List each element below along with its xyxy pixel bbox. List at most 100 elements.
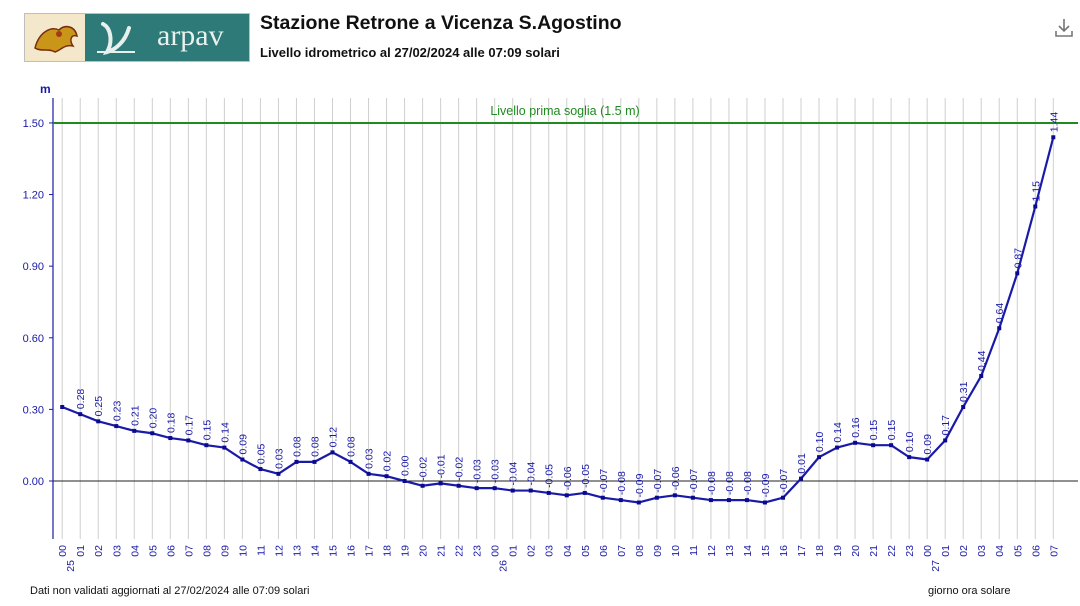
data-label: 1.44 — [1048, 112, 1060, 133]
data-point — [78, 412, 83, 417]
data-label: -0.02 — [454, 457, 466, 481]
x-tick-label: 20 — [850, 545, 862, 557]
data-point — [961, 405, 966, 410]
data-label: -0.07 — [598, 469, 610, 493]
x-tick-label: 20 — [418, 545, 430, 557]
x-tick-label: 15 — [328, 545, 340, 557]
data-point — [420, 483, 425, 488]
data-point — [474, 486, 479, 491]
data-point — [528, 488, 533, 493]
x-tick-label: 02 — [93, 545, 105, 557]
x-tick-label: 01 — [508, 545, 520, 557]
x-tick-label: 14 — [309, 545, 321, 557]
x-tick-label: 03 — [976, 545, 988, 557]
x-tick-label: 05 — [147, 545, 159, 557]
x-day-label: 26 — [498, 560, 510, 572]
x-tick-label: 01 — [75, 545, 87, 557]
x-tick-label: 02 — [958, 545, 970, 557]
data-point — [276, 471, 281, 476]
x-tick-label: 08 — [201, 545, 213, 557]
data-point — [294, 459, 299, 464]
y-tick-label: 1.20 — [23, 190, 44, 202]
data-label: 0.08 — [346, 436, 358, 457]
data-point — [492, 486, 497, 491]
data-label: 0.00 — [400, 455, 412, 476]
data-point — [1051, 135, 1056, 140]
arpav-mark-icon — [85, 14, 147, 61]
data-label: 0.05 — [255, 443, 267, 464]
lion-emblem-icon — [25, 14, 85, 61]
x-tick-label: 23 — [472, 545, 484, 557]
x-tick-label: 06 — [165, 545, 177, 557]
data-label: 0.28 — [75, 389, 87, 410]
data-point — [835, 445, 840, 450]
data-point — [330, 450, 335, 455]
data-point — [943, 438, 948, 443]
x-tick-label: 09 — [219, 545, 231, 557]
x-tick-label: 02 — [526, 545, 538, 557]
x-tick-label: 11 — [255, 545, 267, 556]
x-tick-label: 21 — [868, 545, 880, 557]
data-point — [510, 488, 515, 493]
data-point — [150, 431, 155, 436]
data-label: 0.03 — [364, 448, 376, 469]
data-label: -0.05 — [580, 464, 592, 488]
data-label: -0.03 — [490, 459, 502, 483]
data-label: -0.08 — [616, 471, 628, 495]
data-point — [240, 457, 245, 462]
data-label: 0.25 — [93, 396, 105, 417]
data-note: Dati non validati aggiornati al 27/02/20… — [30, 585, 310, 597]
data-point — [348, 459, 353, 464]
data-label: 0.16 — [850, 417, 862, 438]
x-tick-label: 12 — [273, 545, 285, 557]
data-point — [456, 483, 461, 488]
y-tick-label: 0.90 — [23, 261, 44, 273]
data-point — [258, 467, 263, 472]
data-label: -0.07 — [688, 469, 700, 493]
x-tick-label: 16 — [346, 545, 358, 557]
data-point — [889, 443, 894, 448]
data-label: 0.31 — [958, 381, 970, 402]
y-tick-label: 0.00 — [23, 476, 44, 488]
x-tick-label: 06 — [1030, 545, 1042, 557]
data-point — [871, 443, 876, 448]
logo-wordmark: arpav — [147, 14, 249, 61]
data-point — [402, 479, 407, 483]
download-icon[interactable] — [1052, 16, 1076, 40]
data-label: 0.15 — [201, 420, 213, 441]
data-label: 0.15 — [886, 420, 898, 441]
data-label: -0.09 — [634, 473, 646, 497]
y-tick-label: 1.50 — [23, 118, 44, 130]
data-point — [997, 326, 1002, 331]
data-point — [744, 498, 749, 503]
y-tick-label: 0.60 — [23, 333, 44, 345]
x-tick-label: 10 — [670, 545, 682, 557]
data-label: 0.15 — [868, 420, 880, 441]
x-tick-label: 05 — [1012, 545, 1024, 557]
data-label: -0.04 — [508, 461, 520, 485]
x-tick-label: 04 — [129, 545, 141, 557]
x-tick-label: 19 — [400, 545, 412, 557]
x-day-label: 25 — [65, 560, 77, 572]
data-point — [96, 419, 101, 424]
data-point — [1033, 204, 1038, 209]
data-label: 0.17 — [183, 415, 195, 436]
x-tick-label: 10 — [237, 545, 249, 557]
x-tick-label: 23 — [904, 545, 916, 557]
data-point — [979, 373, 984, 378]
y-axis-label: m — [40, 82, 51, 96]
data-label: -0.08 — [742, 471, 754, 495]
data-point — [726, 498, 731, 503]
x-tick-label: 22 — [886, 545, 898, 557]
data-label: 0.21 — [129, 405, 141, 426]
data-point — [438, 481, 443, 486]
data-point — [618, 498, 623, 503]
data-label: 0.09 — [237, 434, 249, 455]
data-label: 0.08 — [309, 436, 321, 457]
y-tick-label: 0.30 — [23, 404, 44, 416]
data-label: 0.12 — [328, 427, 340, 448]
x-tick-label: 07 — [616, 545, 628, 557]
arpav-logo: arpav — [24, 13, 250, 62]
data-point — [546, 490, 551, 495]
